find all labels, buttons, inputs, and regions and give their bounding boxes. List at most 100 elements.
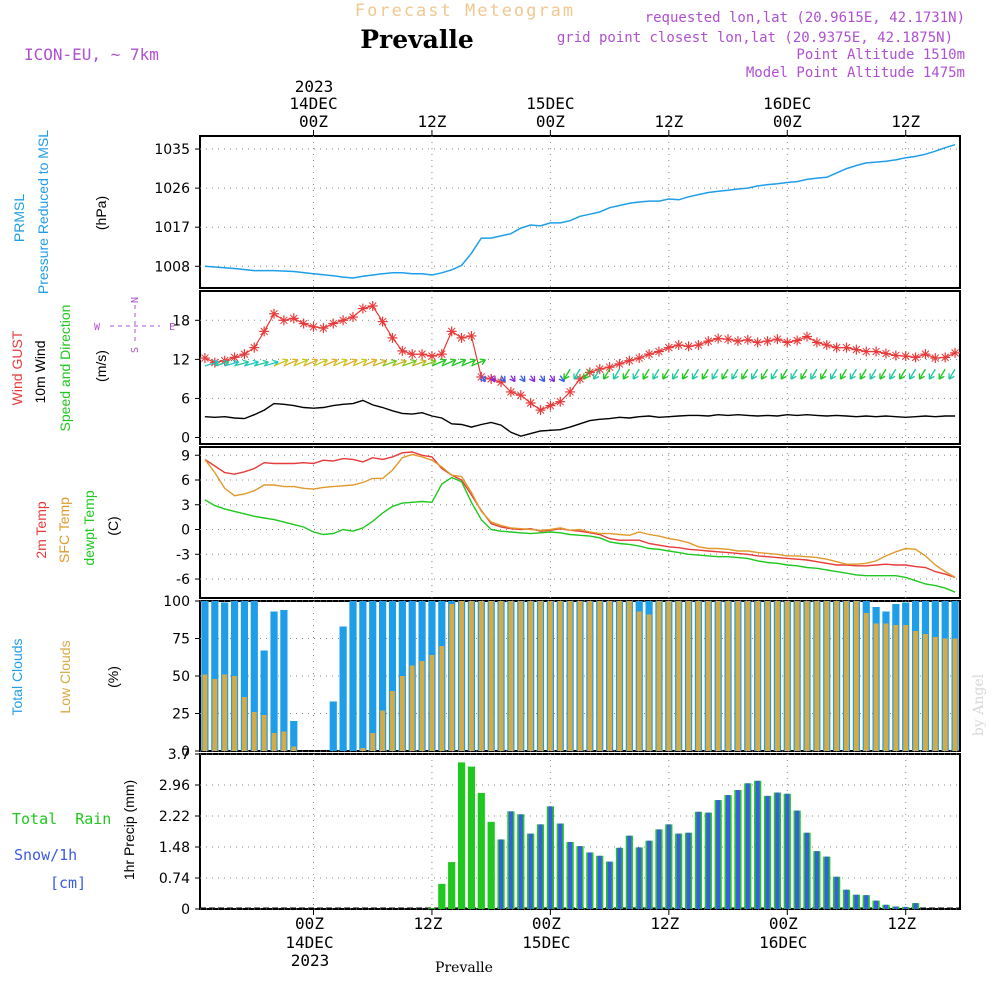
bottom-date-label: 14DEC <box>285 933 333 952</box>
wind-arrow-head <box>761 375 767 380</box>
wind-arrow <box>859 368 867 380</box>
wind-arrow-shaft <box>938 368 946 380</box>
wind-arrow-shaft <box>652 368 660 380</box>
wind-arrow <box>519 375 526 383</box>
gust-marker <box>653 346 664 357</box>
low-cloud-bar <box>656 601 662 751</box>
wind-arrow-head <box>593 375 600 380</box>
wind-arrow-head <box>672 375 679 380</box>
snow-bar <box>726 795 731 909</box>
top-date-label: 16DEC <box>763 94 811 113</box>
y-tick-label: 1.48 <box>159 840 190 856</box>
wind-arrow-head <box>869 375 876 380</box>
y-tick-label: 0 <box>181 744 190 760</box>
gust-marker-d2 <box>605 363 614 372</box>
low-cloud-bar <box>617 601 622 751</box>
temp-label-sfc: SFC Temp <box>56 497 72 563</box>
wind-arrow-shaft <box>421 360 437 367</box>
gust-marker <box>723 334 734 345</box>
low-cloud-bar <box>587 601 593 751</box>
gust-marker <box>802 331 813 342</box>
wind-arrow <box>563 368 571 380</box>
snow-bar <box>676 833 681 909</box>
wind-arrow-head <box>282 358 289 361</box>
total-cloud-bar <box>211 601 219 751</box>
gust-marker-d2 <box>388 334 397 342</box>
gust-marker-d2 <box>230 353 239 362</box>
wind-arrow <box>313 358 329 367</box>
wind-arrow-shaft <box>701 368 709 380</box>
wind-arrow-shaft <box>879 368 887 380</box>
snow-bar <box>686 832 691 909</box>
wind-arrow-head <box>323 359 329 365</box>
wind-arrow-shaft <box>441 359 457 367</box>
wind-arrow-head <box>410 359 417 362</box>
gust-marker-d2 <box>516 391 525 400</box>
wind-arrow-head <box>223 359 229 363</box>
wind-arrow <box>810 368 818 380</box>
wind-arrow-shaft <box>721 368 729 380</box>
wind-arrow <box>548 375 556 383</box>
wind-arrow <box>479 375 486 383</box>
gust-marker <box>505 386 516 397</box>
wind-arrow-head <box>652 375 659 380</box>
wind-arrow-head <box>830 375 837 380</box>
wind-labels: Wind GUST 10m Wind Speed and Direction (… <box>9 297 175 431</box>
gust-marker <box>407 349 418 360</box>
clouds-unit: (%) <box>105 666 121 688</box>
gust-marker-d2 <box>813 338 821 347</box>
wind-arrow <box>711 368 719 380</box>
low-cloud-bar <box>439 646 445 751</box>
wind-arrow-shaft <box>214 361 229 367</box>
snow-bar <box>745 783 750 909</box>
gust-marker <box>377 316 388 327</box>
wind-arrow <box>509 375 516 383</box>
gust-marker <box>644 349 655 360</box>
snow-bar <box>696 811 701 909</box>
gust-marker <box>634 353 645 364</box>
low-cloud-bar <box>271 733 277 751</box>
gust-marker-d2 <box>911 353 920 362</box>
wind-arrow-head <box>442 359 447 365</box>
wind-arrow-shaft <box>372 360 387 367</box>
wind-arrow-head <box>311 358 318 361</box>
gust-marker-d2 <box>319 324 328 332</box>
bottom-tick-label: 12Z <box>650 914 679 933</box>
gust-marker-d2 <box>299 319 308 328</box>
wind-arrow-head <box>810 375 817 380</box>
gust-marker-d2 <box>359 304 367 313</box>
wind-arrow-head <box>499 378 506 383</box>
wind-arrow-shaft <box>402 360 417 367</box>
bottom-tick-label: 12Z <box>413 914 442 933</box>
snow-bar <box>844 889 849 909</box>
low-cloud-bar <box>923 634 928 751</box>
gust-marker-d2 <box>240 350 249 359</box>
wind-arrow-head <box>440 358 447 361</box>
wind-arrow <box>918 368 927 380</box>
low-cloud-bar <box>547 601 553 751</box>
bottom-tick-label: 00Z <box>532 914 561 933</box>
snow-bar <box>913 903 918 909</box>
wind-arrow-head <box>313 359 319 365</box>
top-tick-label: 12Z <box>654 112 683 131</box>
gust-marker <box>713 333 724 344</box>
gust-marker <box>328 318 339 329</box>
snow-bar <box>795 810 800 909</box>
gust-marker-d2 <box>655 347 663 356</box>
wind-arrow-head <box>771 375 777 380</box>
gust-marker-d2 <box>832 343 841 352</box>
low-cloud-bar <box>459 601 464 751</box>
wind-arrow <box>273 358 289 367</box>
low-cloud-bar <box>636 611 642 751</box>
wind-arrow <box>672 368 680 380</box>
low-cloud-bar <box>715 601 721 751</box>
snow-bar <box>627 835 632 909</box>
gust-marker-d2 <box>921 350 930 359</box>
gust-marker-d2 <box>783 338 792 347</box>
gust-marker-d2 <box>625 356 634 365</box>
gust-marker <box>930 353 941 364</box>
wind-arrow-shaft <box>731 368 739 380</box>
wind-arrow <box>372 359 388 367</box>
snow-bar <box>706 812 711 909</box>
